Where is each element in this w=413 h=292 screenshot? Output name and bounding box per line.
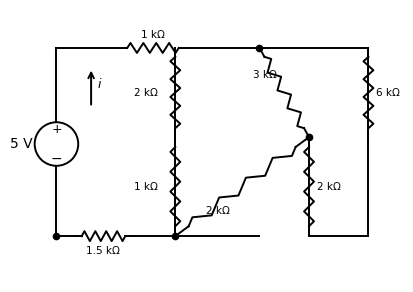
Text: 2 kΩ: 2 kΩ: [133, 88, 157, 98]
Text: 1.5 kΩ: 1.5 kΩ: [86, 246, 120, 256]
Text: 2 kΩ: 2 kΩ: [205, 206, 229, 216]
Text: 3 kΩ: 3 kΩ: [252, 70, 276, 80]
Text: 2 kΩ: 2 kΩ: [316, 182, 340, 192]
Text: −: −: [50, 152, 62, 166]
Text: i: i: [98, 78, 101, 91]
Text: 5 V: 5 V: [10, 137, 33, 151]
Text: 1 kΩ: 1 kΩ: [140, 30, 164, 40]
Text: 6 kΩ: 6 kΩ: [375, 88, 399, 98]
Text: 1 kΩ: 1 kΩ: [133, 182, 157, 192]
Text: +: +: [51, 123, 62, 136]
